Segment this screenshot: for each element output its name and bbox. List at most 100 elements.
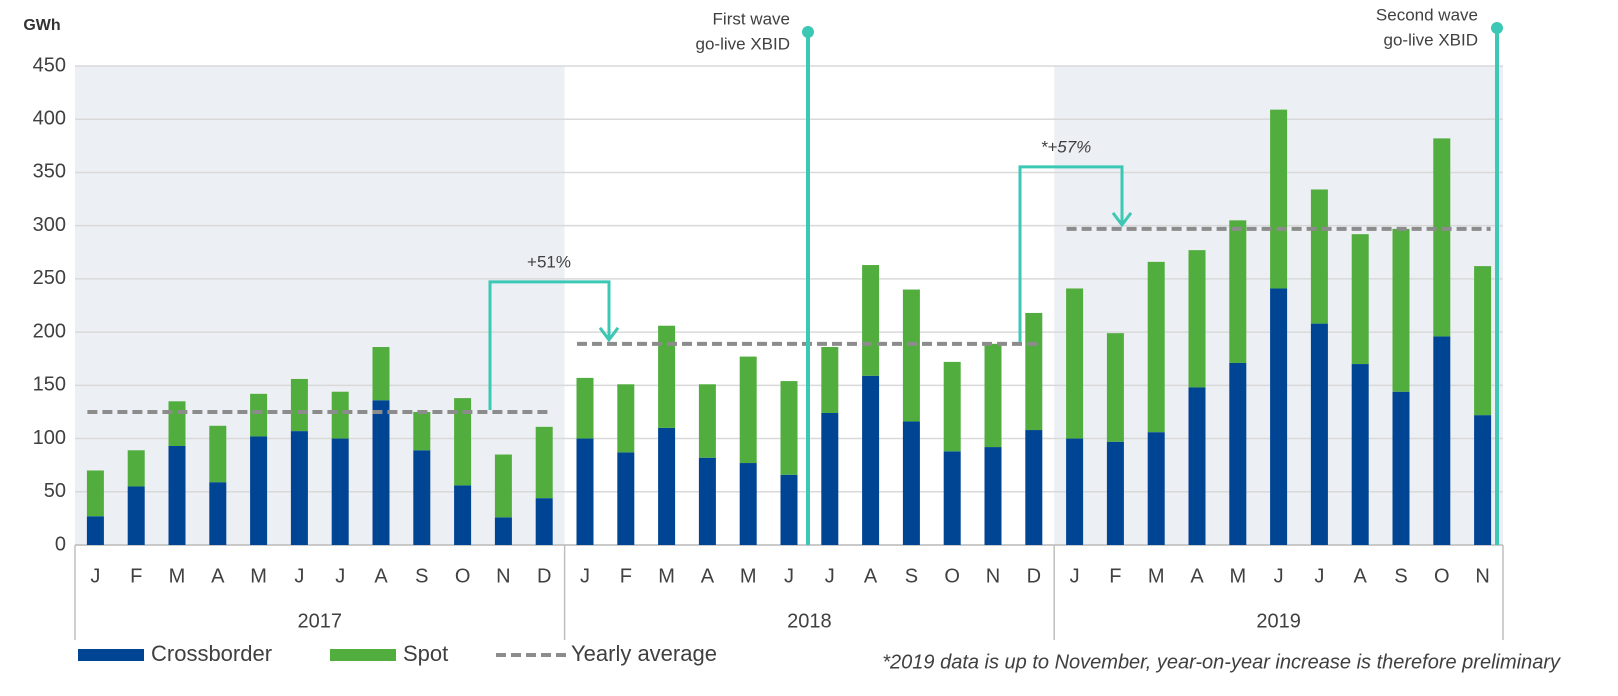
bar-segment bbox=[1229, 220, 1247, 363]
year-shade bbox=[75, 66, 565, 545]
y-tick-label: 50 bbox=[44, 480, 66, 502]
x-tick-label: F bbox=[620, 565, 632, 587]
footnote: *2019 data is up to November, year-on-ye… bbox=[882, 651, 1561, 673]
x-tick-label: A bbox=[374, 565, 388, 587]
x-tick-label: M bbox=[740, 565, 757, 587]
bar-segment bbox=[617, 452, 635, 545]
event-label: go-live XBID bbox=[1384, 30, 1478, 49]
y-tick-label: 200 bbox=[33, 320, 66, 342]
y-tick-label: 150 bbox=[33, 374, 66, 396]
y-tick-label: 0 bbox=[55, 533, 66, 555]
bar-segment bbox=[1106, 333, 1124, 442]
bar-segment bbox=[698, 457, 716, 545]
x-tick-label: J bbox=[294, 565, 304, 587]
x-tick-label: D bbox=[537, 565, 551, 587]
bar-segment bbox=[1474, 266, 1492, 416]
bar-segment bbox=[250, 436, 268, 545]
legend-swatch bbox=[330, 649, 396, 661]
x-tick-label: J bbox=[580, 565, 590, 587]
x-tick-label: J bbox=[825, 565, 835, 587]
bar-segment bbox=[617, 384, 635, 453]
year-label: 2018 bbox=[787, 610, 832, 632]
bar-segment bbox=[494, 517, 512, 545]
bar-segment bbox=[168, 446, 186, 545]
bar-segment bbox=[413, 411, 431, 451]
bar-segment bbox=[168, 401, 186, 447]
year-label: 2019 bbox=[1256, 610, 1301, 632]
bar-segment bbox=[1433, 138, 1451, 337]
bar-segment bbox=[739, 356, 757, 464]
bar-segment bbox=[780, 474, 798, 545]
bar-segment bbox=[413, 450, 431, 545]
x-tick-label: M bbox=[169, 565, 186, 587]
bar-segment bbox=[984, 447, 1002, 545]
bar-segment bbox=[454, 485, 472, 545]
bar-segment bbox=[1025, 430, 1043, 545]
x-tick-label: J bbox=[90, 565, 100, 587]
bar-segment bbox=[576, 377, 594, 439]
y-tick-label: 350 bbox=[33, 161, 66, 183]
x-tick-label: M bbox=[1229, 565, 1246, 587]
bar-segment bbox=[331, 438, 349, 545]
x-tick-label: A bbox=[864, 565, 878, 587]
x-tick-label: J bbox=[335, 565, 345, 587]
increase-arrowhead bbox=[598, 326, 620, 343]
legend-swatch bbox=[78, 649, 144, 661]
x-tick-label: J bbox=[1070, 565, 1080, 587]
bar-segment bbox=[862, 375, 880, 545]
bar-segment bbox=[1392, 391, 1410, 545]
bar-segment bbox=[250, 393, 268, 437]
x-tick-label: A bbox=[211, 565, 225, 587]
increase-bracket bbox=[488, 280, 611, 410]
bar-segment bbox=[209, 425, 227, 483]
bar-segment bbox=[1351, 364, 1369, 545]
bar-segment bbox=[372, 400, 390, 545]
bar-segment bbox=[535, 426, 553, 499]
x-tick-label: O bbox=[944, 565, 960, 587]
bar-segment bbox=[372, 347, 390, 401]
event-label: First wave bbox=[713, 9, 790, 28]
x-tick-label: S bbox=[905, 565, 918, 587]
increase-bracket bbox=[1018, 165, 1124, 342]
x-tick-label: A bbox=[1190, 565, 1204, 587]
bar-segment bbox=[1270, 109, 1288, 289]
increase-arrowhead bbox=[1111, 211, 1133, 228]
x-tick-label: O bbox=[455, 565, 471, 587]
bar-segment bbox=[902, 289, 920, 422]
x-tick-label: N bbox=[496, 565, 510, 587]
event-dot bbox=[802, 26, 814, 38]
bar-segment bbox=[494, 454, 512, 518]
bar-segment bbox=[1229, 362, 1247, 545]
bar-segment bbox=[1188, 387, 1206, 545]
bar-segment bbox=[1106, 441, 1124, 545]
x-tick-label: S bbox=[1394, 565, 1407, 587]
legend-label: Spot bbox=[403, 641, 448, 666]
bar-segment bbox=[821, 413, 839, 545]
bar-segment bbox=[1310, 323, 1328, 545]
y-tick-label: 450 bbox=[33, 54, 66, 76]
bar-segment bbox=[1270, 288, 1288, 545]
x-tick-label: D bbox=[1027, 565, 1041, 587]
bar-segment bbox=[290, 431, 308, 545]
year-label: 2017 bbox=[298, 610, 343, 632]
bar-segment bbox=[862, 265, 880, 376]
bar-segment bbox=[1188, 250, 1206, 388]
x-tick-label: M bbox=[250, 565, 267, 587]
bar-segment bbox=[1066, 288, 1084, 439]
bar-segment bbox=[943, 451, 961, 545]
bar-segment bbox=[780, 381, 798, 475]
event-dot bbox=[1491, 22, 1503, 34]
bar-segment bbox=[1474, 415, 1492, 545]
increase-label: *+57% bbox=[1041, 137, 1092, 156]
x-tick-label: O bbox=[1434, 565, 1450, 587]
bar-segment bbox=[902, 421, 920, 545]
increase-label: +51% bbox=[527, 252, 571, 271]
bar-segment bbox=[127, 450, 145, 487]
bar-segment bbox=[290, 378, 308, 432]
x-tick-label: F bbox=[1109, 565, 1121, 587]
x-tick-label: A bbox=[701, 565, 715, 587]
bar-segment bbox=[535, 498, 553, 545]
x-tick-label: N bbox=[1475, 565, 1489, 587]
bar-segment bbox=[454, 398, 472, 486]
